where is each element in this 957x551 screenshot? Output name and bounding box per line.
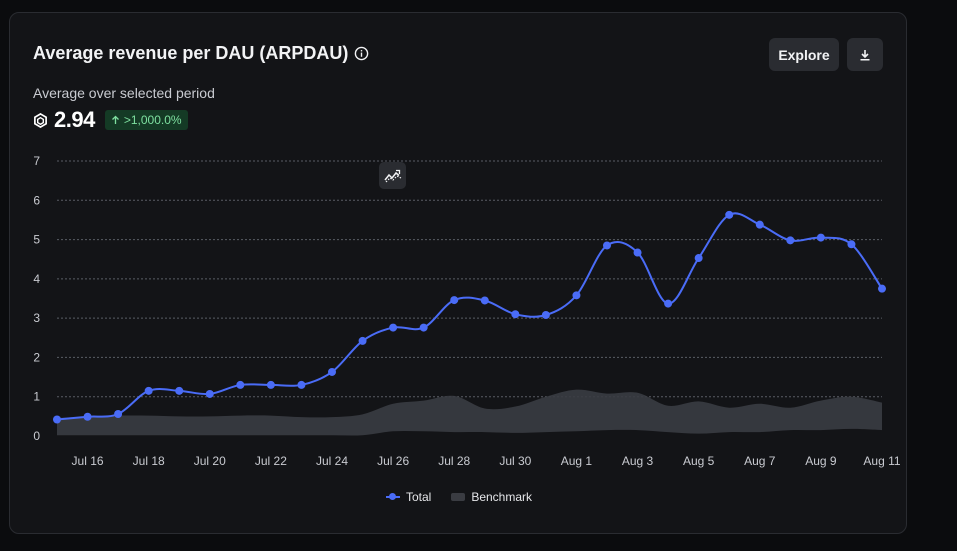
total-point-19 <box>633 248 642 257</box>
line-chart: 0 1 2 3 4 5 6 7 Jul 16 Jul 18 Jul 20 Jul 22 Jul 24 Ju… <box>33 154 901 468</box>
download-button[interactable] <box>847 38 883 71</box>
total-point-0 <box>53 415 61 424</box>
legend-swatch-total <box>385 492 400 502</box>
x-tick-label: Aug 3 <box>622 454 654 468</box>
x-tick-label: Aug 5 <box>683 454 715 468</box>
y-tick-label: 5 <box>33 233 40 247</box>
card-title: Average revenue per DAU (ARPDAU) <box>33 43 369 64</box>
total-point-9 <box>328 367 336 376</box>
x-tick-label: Jul 24 <box>316 454 348 468</box>
x-tick-label: Jul 20 <box>194 454 226 468</box>
trend-button[interactable] <box>379 162 406 189</box>
total-point-4 <box>175 386 184 395</box>
x-tick-label: Jul 26 <box>377 454 409 468</box>
total-point-20 <box>664 299 673 308</box>
total-point-12 <box>419 323 428 332</box>
total-point-27 <box>878 284 886 293</box>
benchmark-area <box>57 389 882 436</box>
total-point-1 <box>83 412 92 421</box>
total-point-26 <box>847 240 856 249</box>
legend-label-total: Total <box>405 490 432 504</box>
legend-swatch-benchmark <box>451 493 466 501</box>
legend-item-benchmark[interactable]: Benchmark <box>451 490 532 504</box>
y-tick-label: 4 <box>33 272 40 286</box>
total-point-7 <box>266 380 275 389</box>
legend-label-benchmark: Benchmark <box>471 490 533 504</box>
total-point-25 <box>816 233 825 242</box>
download-icon <box>860 49 870 60</box>
total-point-15 <box>511 310 520 319</box>
y-tick-label: 1 <box>33 390 40 404</box>
total-point-3 <box>144 386 153 395</box>
y-tick-label: 6 <box>33 193 40 207</box>
total-point-14 <box>480 296 489 305</box>
card-subtitle: Average over selected period <box>33 85 215 101</box>
legend-item-total[interactable]: Total <box>385 490 432 504</box>
total-point-11 <box>389 323 398 332</box>
total-point-24 <box>786 236 795 245</box>
y-tick-label: 2 <box>33 350 40 364</box>
chart-legend: Total Benchmark <box>10 490 908 504</box>
trend-icon <box>383 169 401 182</box>
x-tick-label: Aug 1 <box>561 454 593 468</box>
card-title-text: Average revenue per DAU (ARPDAU) <box>33 43 349 63</box>
total-point-16 <box>541 311 550 319</box>
x-tick-label: Jul 22 <box>255 454 287 468</box>
total-point-22 <box>725 210 734 219</box>
y-tick-label: 0 <box>33 429 40 443</box>
info-icon[interactable] <box>354 46 369 61</box>
change-badge: >1,000.0% <box>104 110 188 130</box>
total-point-2 <box>114 410 123 418</box>
x-tick-label: Aug 11 <box>863 454 900 468</box>
x-tick-label: Jul 30 <box>499 454 531 468</box>
total-point-8 <box>297 380 306 389</box>
y-tick-label: 3 <box>33 311 40 325</box>
chart-card: Average revenue per DAU (ARPDAU) Average… <box>9 12 907 534</box>
x-tick-label: Jul 18 <box>133 454 165 468</box>
total-point-23 <box>755 220 764 229</box>
change-badge-text: >1,000.0% <box>123 113 182 127</box>
explore-button[interactable]: Explore <box>769 38 839 71</box>
total-point-21 <box>694 254 703 263</box>
x-tick-label: Aug 7 <box>744 454 776 468</box>
arrow-up-icon <box>111 115 119 124</box>
total-point-10 <box>358 336 367 345</box>
total-point-18 <box>603 241 611 250</box>
total-point-5 <box>205 389 214 398</box>
x-tick-label: Aug 9 <box>805 454 837 468</box>
y-tick-label: 7 <box>33 154 40 168</box>
total-point-6 <box>236 380 245 389</box>
total-point-17 <box>572 291 581 300</box>
total-point-13 <box>450 296 459 305</box>
x-tick-label: Jul 16 <box>72 454 104 468</box>
robux-icon <box>34 112 47 128</box>
total-line <box>56 212 883 421</box>
metric-summary: 2.94 >1,000.0% <box>33 107 188 133</box>
x-tick-label: Jul 28 <box>438 454 470 468</box>
metric-value: 2.94 <box>54 107 95 132</box>
